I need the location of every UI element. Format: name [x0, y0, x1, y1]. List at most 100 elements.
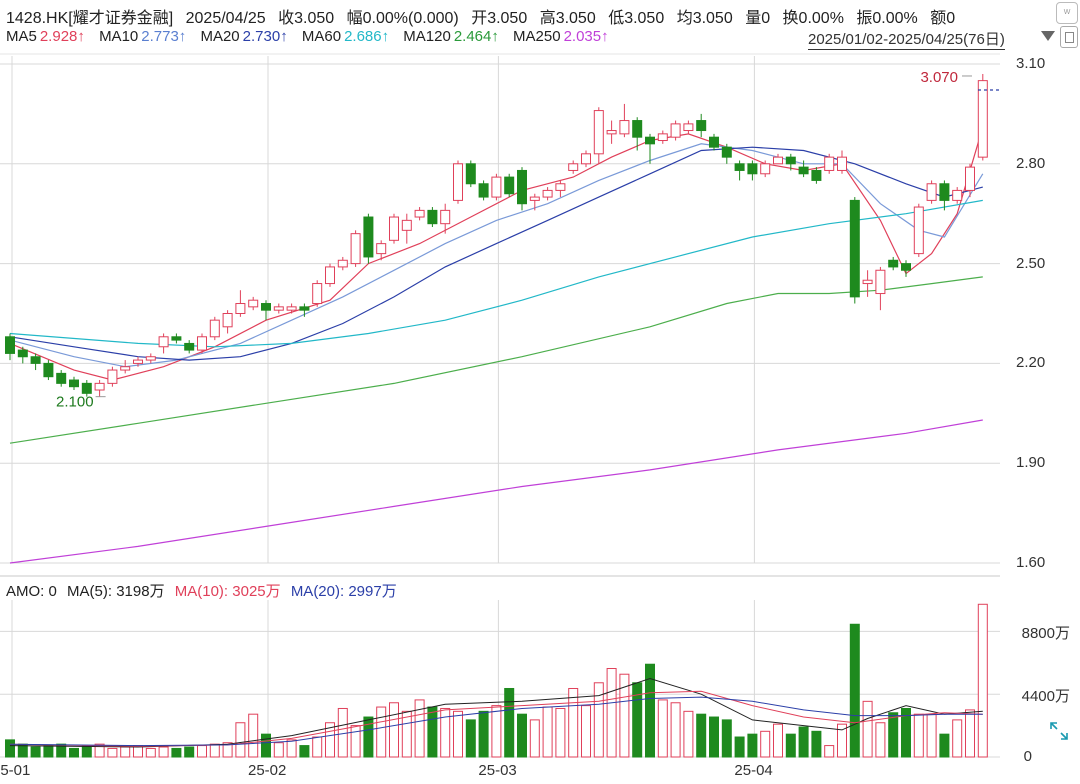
volume-bar — [401, 710, 412, 758]
candle-body — [184, 342, 195, 351]
price-tick-label: 2.20 — [1016, 354, 1046, 372]
volume-bar — [529, 719, 540, 758]
ma-line-ma60 — [9, 199, 983, 348]
volume-bar — [491, 705, 502, 758]
volume-bar — [209, 743, 220, 758]
volume-bar — [798, 726, 809, 758]
price-tick-label: 2.80 — [1016, 154, 1046, 172]
volume-bar — [849, 623, 860, 758]
ma5-value: 2.928↑ — [39, 28, 85, 45]
high-price: 高3.050 — [539, 10, 596, 27]
volume-bar — [235, 722, 246, 758]
volume-bar — [862, 700, 873, 758]
volume-bar — [824, 745, 835, 758]
volume-bar — [657, 699, 668, 758]
amo-ma20: MA(20): 2997万 — [290, 583, 397, 600]
candle-body — [427, 209, 438, 225]
candle-body — [670, 123, 681, 138]
ma-legend: MA5 2.928↑ MA10 2.773↑ MA20 2.730↑ MA60 2.68… — [6, 28, 619, 45]
ma-line-ma250 — [9, 419, 983, 564]
volume-bar — [5, 739, 15, 758]
candle-body — [542, 189, 553, 198]
volume-bar — [875, 722, 886, 758]
volume-ma-line — [9, 696, 983, 747]
date-tick-label: 25-02 — [248, 762, 287, 779]
volume-bar — [427, 706, 438, 758]
candle-body — [683, 123, 694, 132]
volume-bar — [747, 733, 758, 758]
ma60-value: 2.686↑ — [344, 28, 390, 45]
price-tick-label: 3.10 — [1016, 55, 1046, 72]
volume-bar — [197, 745, 207, 758]
candle-body — [337, 259, 348, 268]
volume-bar — [286, 739, 297, 758]
candle-body — [965, 166, 975, 191]
volume-bar — [120, 746, 131, 758]
volume-bar — [785, 733, 796, 758]
candle-body — [478, 183, 489, 198]
volume-bar — [273, 742, 284, 758]
candle-body — [261, 303, 271, 311]
amount: 额0 — [930, 10, 956, 27]
candle-body — [785, 156, 796, 165]
ma-line-ma120 — [9, 276, 983, 444]
volume-bar — [645, 663, 655, 758]
volume-bar — [542, 706, 553, 758]
volume-bar — [965, 709, 975, 758]
volume-bar — [593, 682, 604, 758]
volume-bar — [261, 733, 271, 758]
volume-bar — [453, 710, 463, 758]
candle-body — [107, 369, 118, 384]
candle-body — [619, 120, 630, 135]
volume-bar — [760, 730, 771, 758]
candle-body — [901, 263, 911, 271]
quote-header: 1428.HK[耀才证券金融] 2025/04/25 收3.050 幅0.00%… — [6, 4, 963, 28]
stock-symbol: 1428.HK[耀才证券金融] — [6, 10, 174, 27]
volume-bar — [901, 707, 911, 758]
volume-bar — [81, 745, 92, 758]
candle-body — [837, 156, 847, 171]
volume-bar — [939, 733, 950, 758]
date-tick-label: 25-04 — [734, 762, 773, 779]
candle-body — [197, 336, 207, 351]
volume-bar — [158, 746, 169, 758]
volume-bar — [913, 713, 924, 758]
ma20-value: 2.730↑ — [242, 28, 288, 45]
amo-ma5: MA(5): 3198万 — [67, 583, 165, 600]
price-tick-label: 1.60 — [1016, 554, 1046, 571]
volume-bar — [325, 722, 335, 758]
chevron-down-icon[interactable] — [1041, 31, 1055, 41]
price-tick-label: 2.50 — [1016, 254, 1046, 272]
date-tick-label: 25-01 — [0, 762, 31, 779]
candle-body — [209, 319, 220, 338]
quote-date: 2025/04/25 — [185, 10, 266, 27]
date-range-selector[interactable]: 2025/01/02-2025/04/25(76日) — [808, 28, 1005, 50]
low-price-label: 2.100 — [56, 394, 94, 411]
volume-bar — [145, 747, 156, 758]
volume-bar — [606, 668, 617, 758]
candle-body — [696, 120, 707, 132]
candle-body — [273, 306, 284, 311]
candle-body — [248, 299, 259, 308]
volume-bar — [184, 746, 195, 758]
amplitude: 振0.00% — [856, 10, 918, 27]
price-tick-label: 1.90 — [1016, 454, 1046, 472]
volume-bar — [670, 702, 681, 758]
candle-body — [709, 136, 719, 148]
candle-body — [721, 146, 732, 158]
candle-body — [875, 269, 886, 295]
high-price-label: 3.070 — [920, 69, 958, 86]
ma5-label: MA5 — [6, 28, 37, 45]
volume-bar — [581, 705, 591, 758]
candle-body — [593, 110, 604, 155]
zoom-expand-icon[interactable] — [1048, 720, 1070, 742]
candle-body — [43, 362, 54, 378]
date-tick-label: 25-03 — [478, 762, 517, 779]
volume-bar — [414, 699, 425, 758]
candle-body — [888, 259, 899, 268]
volume-bar — [734, 736, 745, 758]
candle-body — [645, 136, 655, 145]
fullscreen-icon[interactable] — [1060, 26, 1078, 48]
watermark-logo-icon: W — [1056, 2, 1078, 24]
candle-body — [414, 209, 425, 218]
